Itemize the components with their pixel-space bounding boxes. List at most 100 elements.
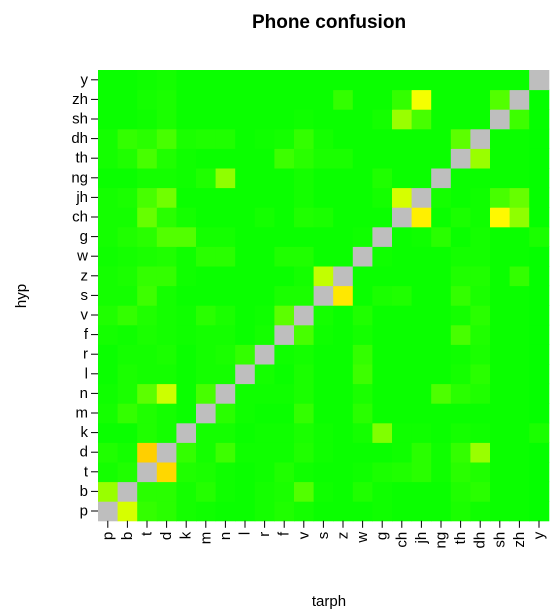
heatmap-cell-z-jh (411, 266, 432, 287)
heatmap-cell-ch-th (450, 207, 471, 228)
heatmap-cell-y-k (176, 70, 197, 91)
heatmap-cell-jh-r (254, 187, 275, 208)
heatmap-cell-th-w (352, 148, 373, 169)
heatmap-cell-th-t (137, 148, 158, 169)
heatmap-cell-s-dh (470, 285, 491, 306)
heatmap-cell-g-k (176, 226, 197, 247)
heatmap-cell-y-zh (509, 70, 530, 91)
heatmap-cell-w-f (274, 246, 295, 267)
heatmap-cell-ng-v (294, 168, 315, 189)
heatmap-cell-g-y (529, 226, 550, 247)
heatmap-cell-p-l (235, 501, 256, 522)
y-axis-label: hyp (13, 284, 30, 308)
heatmap-cell-s-z (333, 285, 354, 306)
heatmap-cell-t-p (98, 462, 119, 483)
heatmap-cell-m-ch (392, 403, 413, 424)
heatmap-cell-w-m (196, 246, 217, 267)
heatmap-cell-w-dh (470, 246, 491, 267)
heatmap-cell-zh-ch (392, 89, 413, 110)
heatmap-cell-p-v (294, 501, 315, 522)
heatmap-cell-f-sh (490, 324, 511, 345)
heatmap-cell-g-dh (470, 226, 491, 247)
heatmap-cell-zh-ng (431, 89, 452, 110)
heatmap-cell-g-t (137, 226, 158, 247)
heatmap-cell-ng-d (156, 168, 177, 189)
heatmap-cell-zh-k (176, 89, 197, 110)
heatmap-cell-n-w (352, 383, 373, 404)
heatmap-cell-m-t (137, 403, 158, 424)
heatmap-cell-ng-k (176, 168, 197, 189)
heatmap-cell-k-zh (509, 422, 530, 443)
heatmap-cell-s-ng (431, 285, 452, 306)
heatmap-cell-v-ch (392, 305, 413, 326)
heatmap-cell-b-z (333, 481, 354, 502)
heatmap-cell-z-m (196, 266, 217, 287)
heatmap-cell-d-s (313, 442, 334, 463)
heatmap-cell-b-k (176, 481, 197, 502)
heatmap-cell-g-m (196, 226, 217, 247)
heatmap-cell-n-d (156, 383, 177, 404)
heatmap-cell-w-w (352, 246, 373, 267)
heatmap-cell-g-p (98, 226, 119, 247)
y-tick-label-s: s (81, 287, 89, 304)
heatmap-cell-m-l (235, 403, 256, 424)
heatmap-cell-d-m (196, 442, 217, 463)
heatmap-cell-ch-b (117, 207, 138, 228)
heatmap-cell-sh-z (333, 109, 354, 130)
heatmap-cell-k-d (156, 422, 177, 443)
x-tick-label-b: b (119, 532, 136, 540)
heatmap-cell-f-k (176, 324, 197, 345)
heatmap-cell-w-jh (411, 246, 432, 267)
heatmap-cell-l-k (176, 364, 197, 385)
heatmap-cell-m-b (117, 403, 138, 424)
heatmap-cell-dh-dh (470, 128, 491, 149)
heatmap-cell-d-zh (509, 442, 530, 463)
heatmap-cell-p-ng (431, 501, 452, 522)
heatmap-cell-d-l (235, 442, 256, 463)
heatmap-cell-k-dh (470, 422, 491, 443)
heatmap-cell-n-v (294, 383, 315, 404)
heatmap-cell-t-d (156, 462, 177, 483)
heatmap-cell-sh-p (98, 109, 119, 130)
heatmap-cell-s-g (372, 285, 393, 306)
heatmap-cell-v-jh (411, 305, 432, 326)
heatmap-cell-l-dh (470, 364, 491, 385)
heatmap-cell-m-k (176, 403, 197, 424)
heatmap-cell-g-d (156, 226, 177, 247)
heatmap-cell-b-f (274, 481, 295, 502)
heatmap-cell-n-dh (470, 383, 491, 404)
heatmap-cell-f-r (254, 324, 275, 345)
heatmap-cell-p-g (372, 501, 393, 522)
heatmap-cell-t-dh (470, 462, 491, 483)
y-tick-label-ng: ng (71, 169, 88, 186)
heatmap-cell-y-s (313, 70, 334, 91)
heatmap-cell-p-d (156, 501, 177, 522)
heatmap-cell-z-l (235, 266, 256, 287)
heatmap-cell-ng-m (196, 168, 217, 189)
heatmap-cell-d-t (137, 442, 158, 463)
heatmap-cell-r-y (529, 344, 550, 365)
heatmap-cell-p-t (137, 501, 158, 522)
heatmap-cell-th-th (450, 148, 471, 169)
heatmap-cell-l-b (117, 364, 138, 385)
heatmap-cell-v-l (235, 305, 256, 326)
heatmap-cell-l-y (529, 364, 550, 385)
heatmap-cell-zh-zh (509, 89, 530, 110)
heatmap-cell-l-th (450, 364, 471, 385)
heatmap-cell-g-w (352, 226, 373, 247)
heatmap-cell-w-v (294, 246, 315, 267)
heatmap-cell-d-th (450, 442, 471, 463)
heatmap-cell-th-z (333, 148, 354, 169)
heatmap-cell-n-f (274, 383, 295, 404)
heatmap-cell-th-y (529, 148, 550, 169)
heatmap-cell-t-s (313, 462, 334, 483)
heatmap-cell-g-zh (509, 226, 530, 247)
heatmap-cell-b-d (156, 481, 177, 502)
heatmap-cell-p-zh (509, 501, 530, 522)
heatmap-cell-f-g (372, 324, 393, 345)
heatmap-cell-y-g (372, 70, 393, 91)
x-axis: p b t d k m n l r f v s z w g ch jh ng th dh sh zh y (99, 520, 548, 548)
heatmap-cell-r-g (372, 344, 393, 365)
heatmap-cell-d-dh (470, 442, 491, 463)
heatmap-cell-zh-t (137, 89, 158, 110)
